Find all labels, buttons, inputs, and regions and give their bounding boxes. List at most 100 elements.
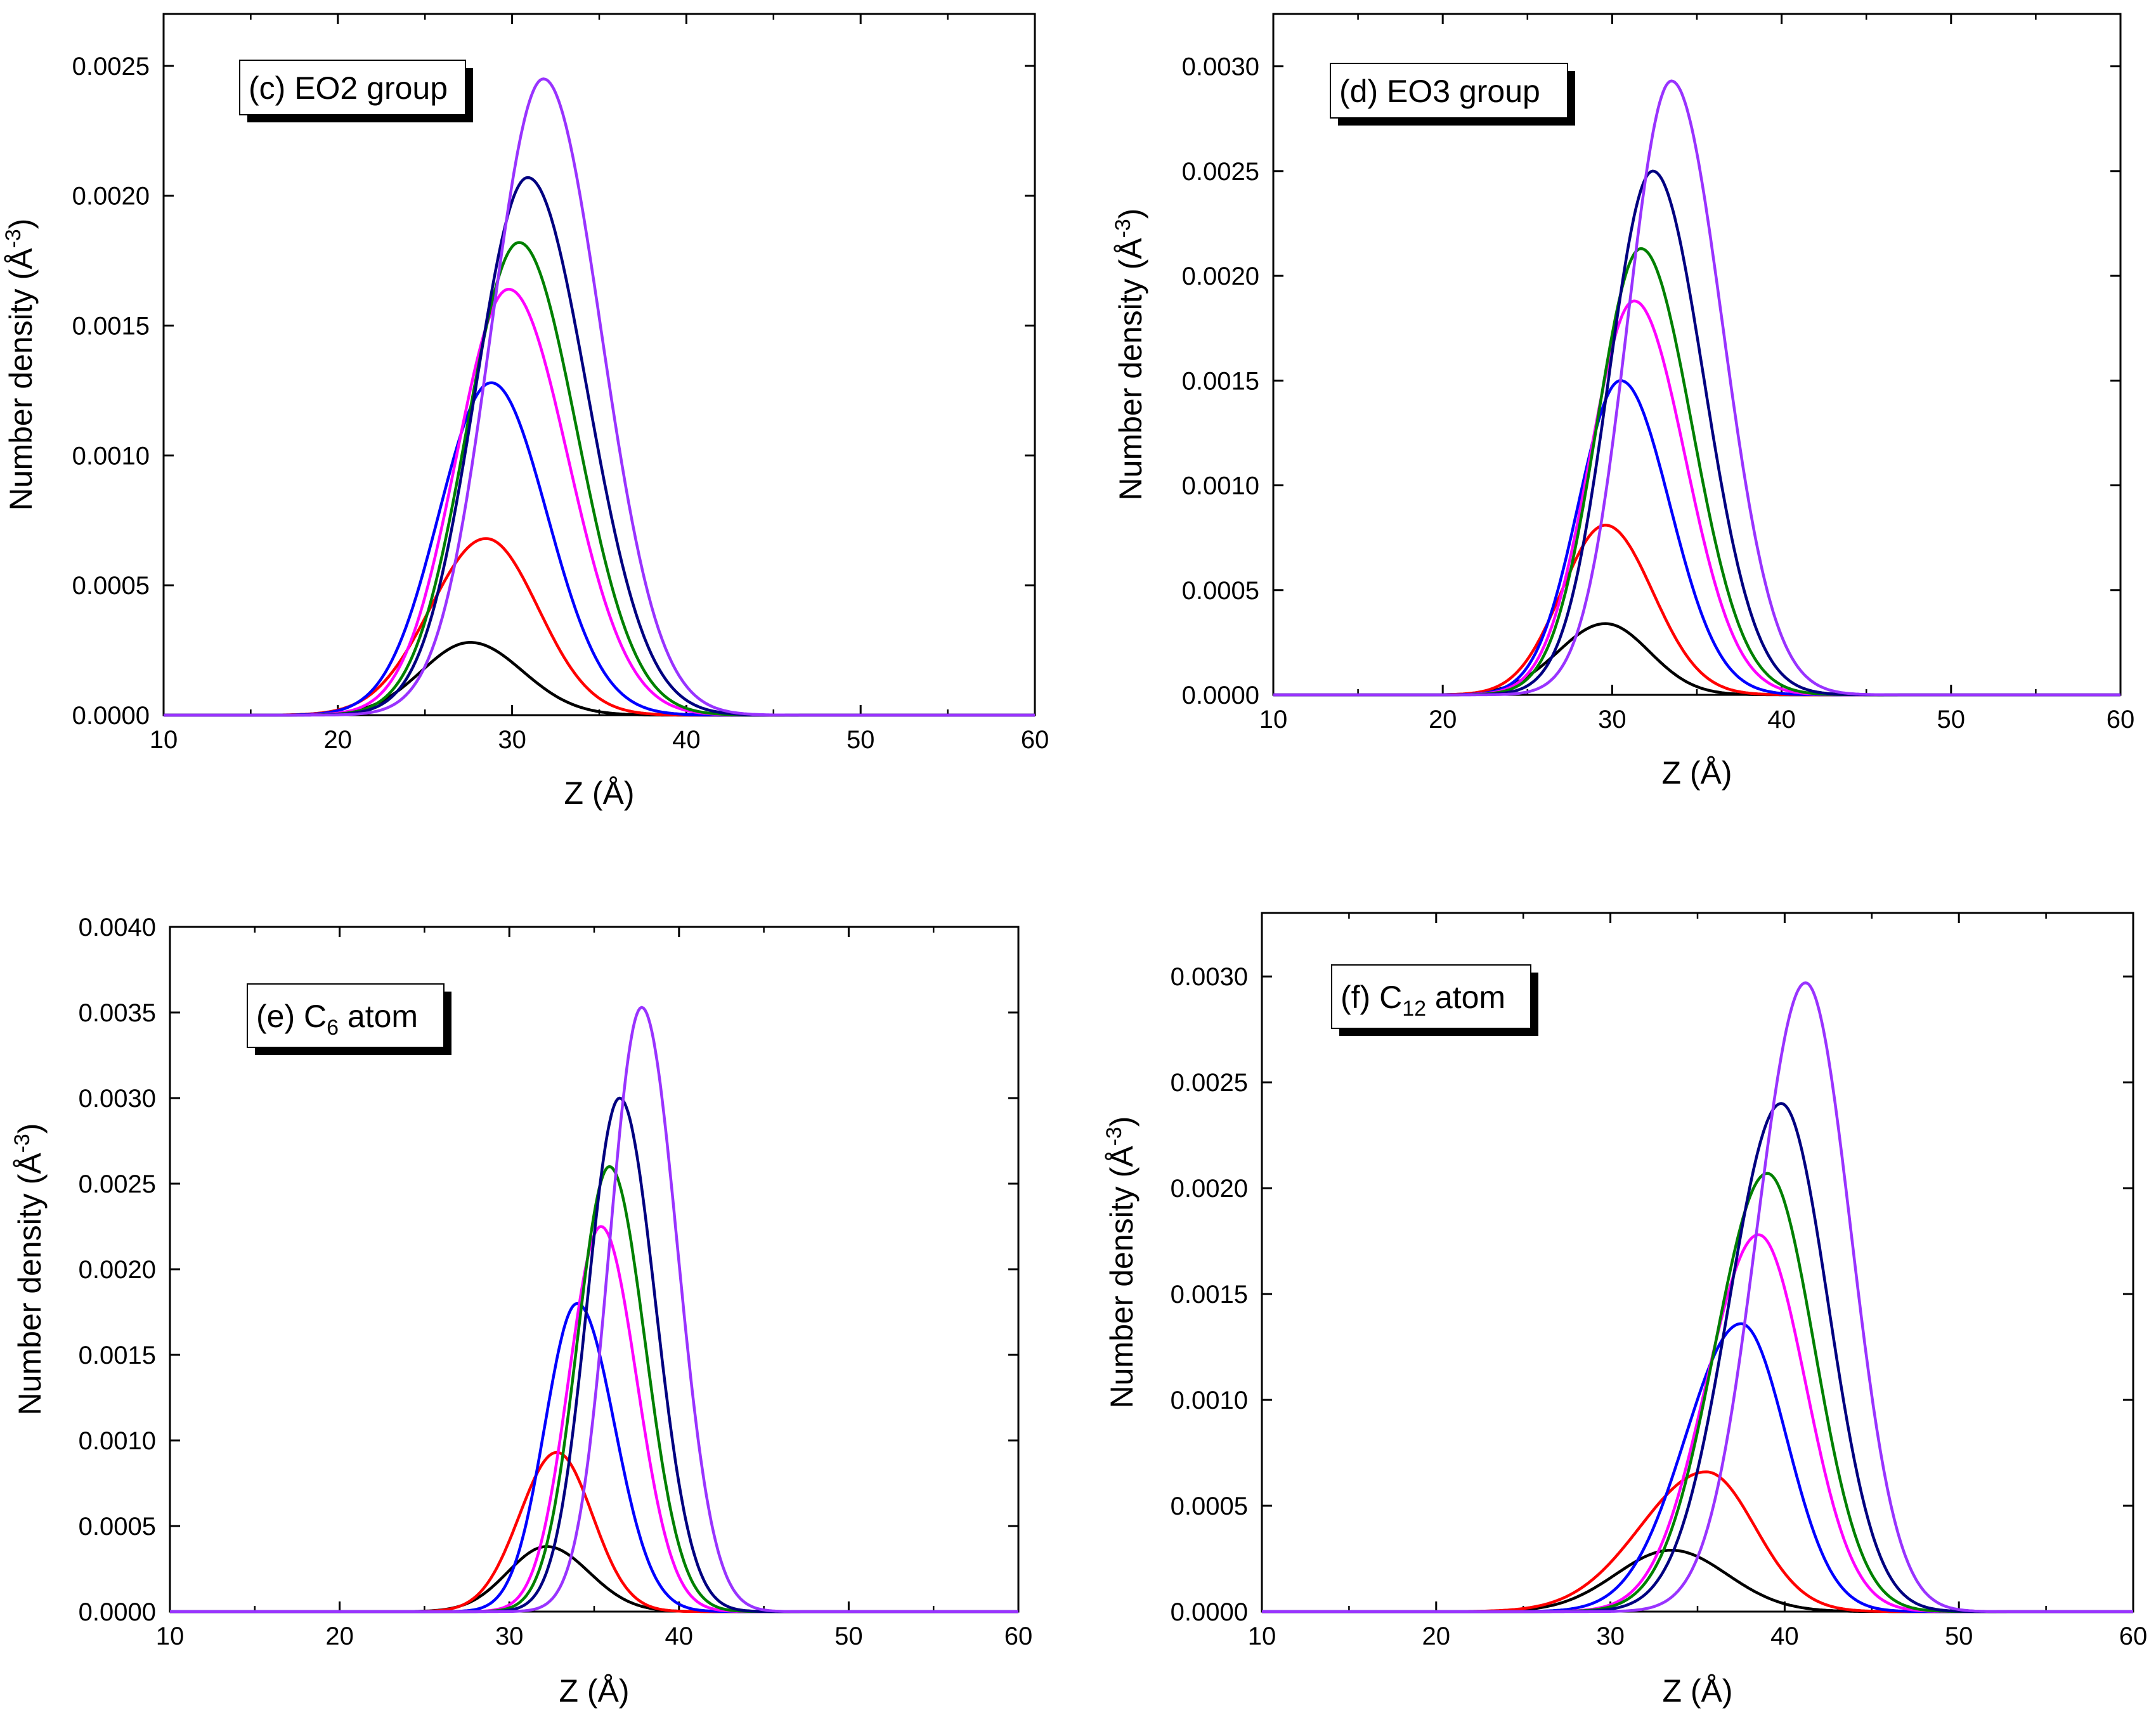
x-tick-label: 20 [1429, 706, 1457, 734]
y-axis-label: Number density (Å-3) [1102, 1116, 1140, 1409]
y-tick-label: 0.0005 [72, 572, 150, 600]
x-tick-label: 50 [847, 726, 875, 754]
x-tick-label: 10 [1248, 1622, 1276, 1650]
y-tick-label: 0.0035 [79, 999, 156, 1027]
panel-label: (f) C12 atom [1341, 980, 1505, 1021]
y-axis-label-superscript: -3 [1, 229, 25, 248]
y-tick-label: 0.0015 [1182, 367, 1259, 395]
x-tick-label: 50 [1937, 706, 1966, 734]
x-tick-label: 20 [325, 1622, 354, 1650]
panel-1: 10 20 30 40 50 60 0.0000 0.0005 0.0010 0.0015 0.00… [1, 13, 1049, 811]
y-axis-label-superscript: -3 [10, 1134, 34, 1153]
series-line-7 [164, 77, 1035, 717]
series-line-7 [170, 1006, 1018, 1614]
y-axis-label-end: ) [1104, 1116, 1140, 1127]
x-axis-label: Z (Å) [1662, 1673, 1732, 1709]
y-tick-label: 0.0015 [1171, 1281, 1248, 1309]
series-line-6 [170, 1096, 1018, 1614]
x-tick-label: 20 [1422, 1622, 1451, 1650]
panel-label-prefix: (c) EO2 group [249, 70, 448, 106]
panel-label-prefix: (f) C [1341, 980, 1402, 1015]
series-line-1 [164, 641, 1035, 717]
panel-label-prefix: (d) EO3 group [1339, 74, 1540, 109]
y-axis-label-main: Number density (Å [1104, 1146, 1140, 1409]
y-tick-label: 0.0025 [1171, 1069, 1248, 1097]
y-axis-label-end: ) [3, 219, 39, 230]
x-tick-label: 30 [498, 726, 526, 754]
y-axis-label: Number density (Å-3) [1, 219, 39, 511]
x-tick-label: 30 [1598, 706, 1627, 734]
x-tick-label: 10 [1259, 706, 1288, 734]
label-box [1331, 964, 1531, 1029]
y-tick-label: 0.0030 [79, 1085, 156, 1113]
series-line-4 [1273, 299, 2120, 697]
y-tick-label: 0.0010 [1182, 472, 1259, 500]
y-tick-label: 0.0000 [1171, 1598, 1248, 1626]
y-tick-label: 0.0020 [72, 183, 150, 210]
panel-label-suffix: atom [339, 999, 418, 1034]
y-axis-label: Number density (Å-3) [10, 1123, 48, 1416]
y-tick-label: 0.0020 [1182, 262, 1259, 290]
x-tick-label: 40 [672, 726, 701, 754]
y-tick-label: 0.0010 [79, 1427, 156, 1455]
panel-label-subscript: 6 [327, 1016, 339, 1040]
y-tick-label: 0.0005 [79, 1513, 156, 1541]
y-tick-label: 0.0040 [79, 914, 156, 941]
panel-2: 10 20 30 40 50 60 0.0000 0.0005 0.0010 0.0015 0.00… [1111, 13, 2135, 791]
series-line-3 [170, 1302, 1018, 1614]
y-axis-label-superscript: -3 [1111, 219, 1135, 238]
x-tick-label: 60 [1004, 1622, 1033, 1650]
y-axis-label-end: ) [1113, 209, 1148, 219]
y-tick-label: 0.0030 [1182, 53, 1259, 81]
x-tick-label: 60 [2119, 1622, 2148, 1650]
y-tick-label: 0.0000 [72, 702, 150, 730]
panel-3: 10 20 30 40 50 60 0.0000 0.0005 0.0010 0.0015 0.00… [10, 914, 1032, 1709]
y-tick-label: 0.0020 [1171, 1175, 1248, 1203]
series-line-6 [1262, 1102, 2133, 1614]
y-tick-label: 0.0010 [72, 442, 150, 470]
panel-label-prefix: (e) C [256, 999, 327, 1034]
y-tick-label: 0.0005 [1182, 577, 1259, 605]
panel-4: 10 20 30 40 50 60 0.0000 0.0005 0.0010 0.0015 0.00… [1102, 912, 2148, 1709]
x-tick-label: 30 [495, 1622, 524, 1650]
y-axis-label-end: ) [12, 1123, 48, 1134]
label-box [239, 60, 466, 115]
y-tick-label: 0.0015 [72, 313, 150, 340]
y-tick-label: 0.0025 [1182, 158, 1259, 186]
panel-label-suffix: atom [1426, 980, 1505, 1015]
y-axis-label-main: Number density (Å [1113, 238, 1148, 501]
panel-label: (c) EO2 group [249, 70, 448, 106]
y-tick-label: 0.0025 [79, 1170, 156, 1198]
x-tick-label: 60 [2107, 706, 2135, 734]
x-tick-label: 10 [150, 726, 178, 754]
series-line-1 [170, 1545, 1018, 1614]
label-box [1330, 63, 1568, 119]
series-line-2 [170, 1451, 1018, 1614]
series-line-5 [1262, 1172, 2133, 1614]
x-tick-label: 40 [665, 1622, 694, 1650]
x-tick-label: 60 [1021, 726, 1049, 754]
y-axis-label-main: Number density (Å [3, 248, 39, 511]
y-tick-label: 0.0000 [1182, 682, 1259, 709]
series-line-5 [1273, 247, 2120, 697]
x-tick-label: 50 [1945, 1622, 1973, 1650]
panel-label: (e) C6 atom [256, 999, 418, 1040]
y-axis-label: Number density (Å-3) [1111, 209, 1148, 501]
series-line-4 [164, 287, 1035, 717]
series-line-6 [1273, 169, 2120, 697]
x-tick-label: 30 [1596, 1622, 1625, 1650]
y-tick-label: 0.0025 [72, 53, 150, 81]
x-tick-label: 20 [324, 726, 353, 754]
y-tick-label: 0.0030 [1171, 963, 1248, 991]
y-tick-label: 0.0015 [79, 1342, 156, 1369]
y-axis-label-main: Number density (Å [12, 1153, 48, 1416]
series-line-7 [1262, 981, 2133, 1614]
y-tick-label: 0.0010 [1171, 1387, 1248, 1414]
y-tick-label: 0.0005 [1171, 1492, 1248, 1520]
series-line-3 [164, 381, 1035, 717]
series-line-1 [1273, 622, 2120, 697]
x-axis-label: Z (Å) [1661, 755, 1732, 791]
y-tick-label: 0.0020 [79, 1256, 156, 1284]
label-box [247, 983, 445, 1048]
